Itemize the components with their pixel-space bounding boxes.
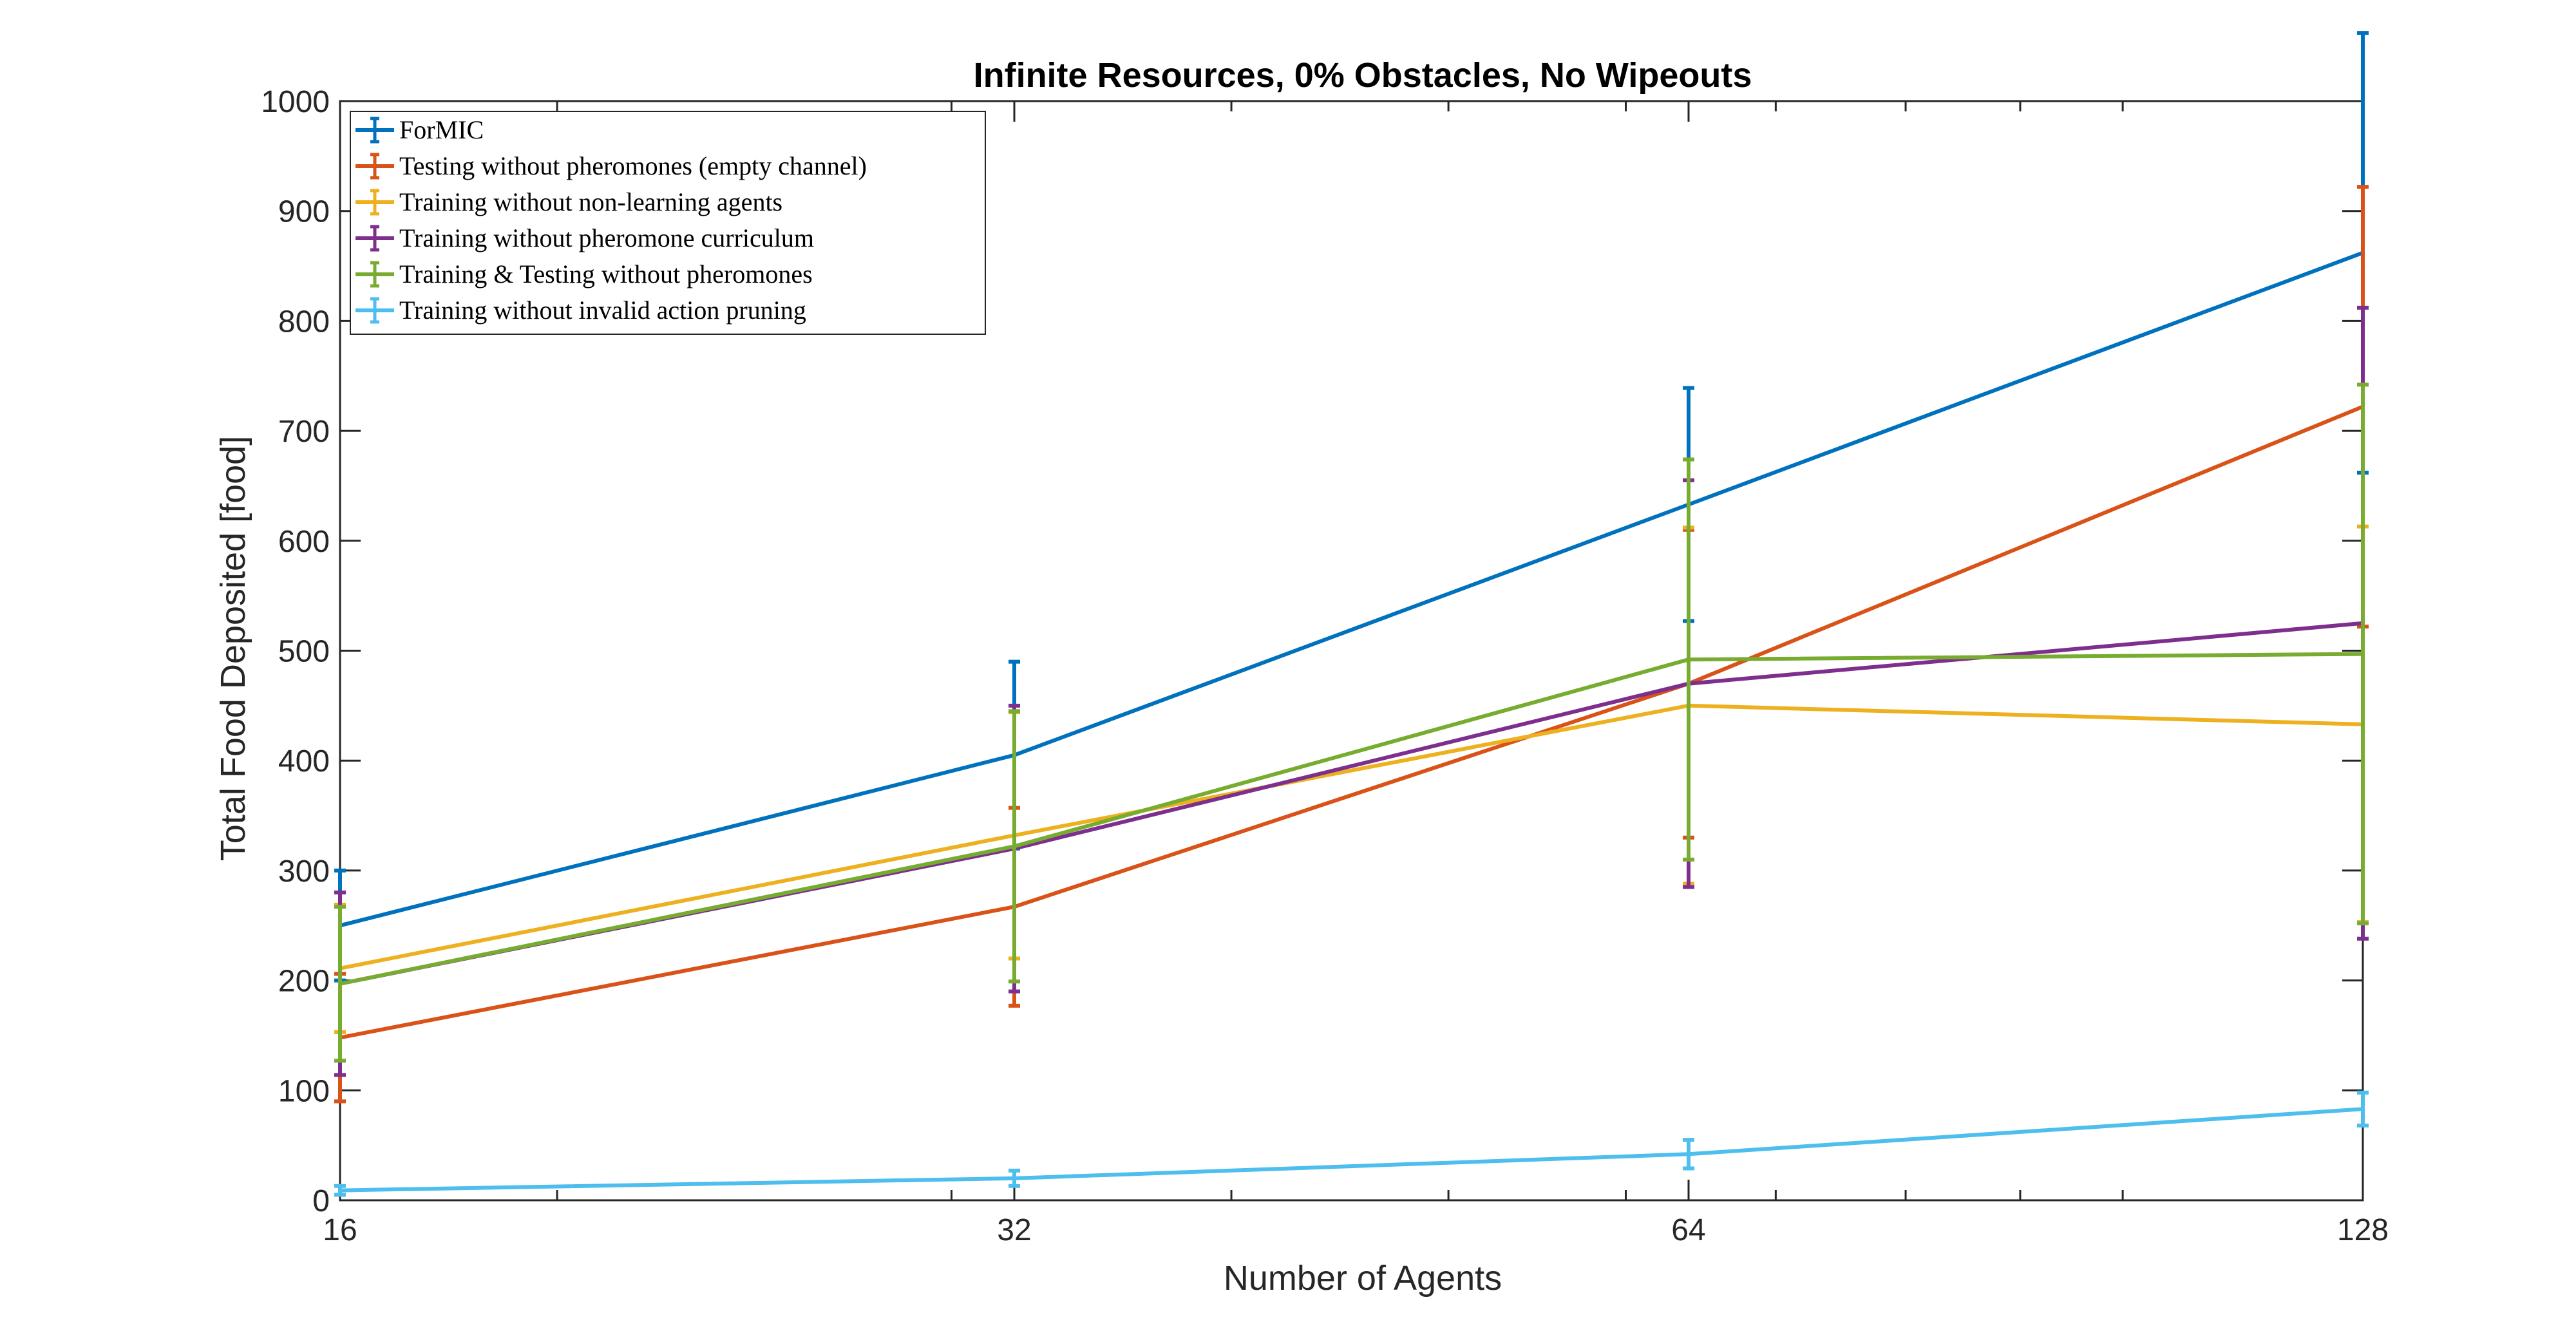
legend-label: Testing without pheromones (empty channe…: [399, 151, 867, 180]
legend-label: Training without invalid action pruning: [399, 296, 806, 325]
legend-label: Training without non-learning agents: [399, 187, 782, 216]
legend-entry: Training without non-learning agents: [355, 187, 782, 216]
x-tick-label: 128: [2337, 1213, 2389, 1247]
legend-label: Training & Testing without pheromones: [399, 260, 813, 288]
y-tick-label: 0: [312, 1184, 330, 1218]
chart-title: Infinite Resources, 0% Obstacles, No Wip…: [974, 56, 1752, 95]
legend-entry: Training without invalid action pruning: [355, 296, 806, 325]
y-tick-label: 1000: [261, 85, 330, 119]
y-tick-label: 300: [278, 854, 330, 889]
y-tick-label: 900: [278, 195, 330, 229]
series-layer: [334, 31, 2369, 1197]
x-tick-label: 32: [997, 1213, 1031, 1247]
legend-entry: Training without pheromone curriculum: [355, 223, 814, 252]
y-tick-label: 400: [278, 744, 330, 779]
legend-label: ForMIC: [399, 115, 484, 144]
y-tick-label: 700: [278, 415, 330, 449]
series-line: [339, 703, 2363, 970]
series-line: [339, 652, 2363, 986]
legend-entry: Training & Testing without pheromones: [355, 260, 813, 288]
series-line: [339, 404, 2364, 1040]
x-axis-label: Number of Agents: [1224, 1259, 1502, 1298]
series-5: [334, 382, 2369, 1063]
x-tick-label: 16: [323, 1213, 357, 1247]
tick-labels: 0 100 200 300 400 500 600 700 800 900 1000 16 32 64 12…: [261, 85, 2389, 1247]
series-6: [334, 1090, 2369, 1197]
legend-box: [350, 111, 986, 335]
y-tick-label: 100: [278, 1074, 330, 1108]
x-tick-label: 64: [1671, 1213, 1705, 1247]
y-tick-label: 500: [278, 635, 330, 669]
series-line: [339, 1107, 2363, 1193]
legend: ForMIC Testing without pheromones (empty …: [350, 111, 986, 335]
legend-entry: Testing without pheromones (empty channe…: [355, 151, 867, 180]
legend-label: Training without pheromone curriculum: [399, 223, 814, 252]
legend-entry: ForMIC: [355, 115, 484, 144]
y-tick-label: 800: [278, 305, 330, 339]
series-line: [339, 250, 2364, 928]
y-axis-label: Total Food Deposited [food]: [214, 436, 252, 861]
y-tick-label: 600: [278, 525, 330, 559]
y-tick-label: 200: [278, 965, 330, 999]
